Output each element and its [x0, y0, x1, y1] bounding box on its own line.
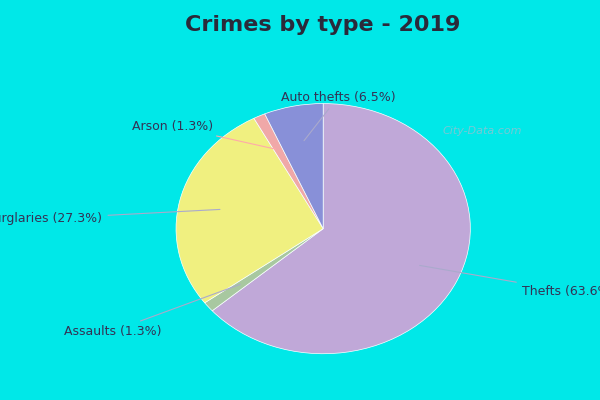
- Wedge shape: [205, 229, 323, 311]
- Wedge shape: [212, 104, 470, 354]
- Wedge shape: [254, 114, 323, 229]
- Wedge shape: [176, 118, 323, 303]
- Text: Assaults (1.3%): Assaults (1.3%): [64, 284, 240, 338]
- Text: Burglaries (27.3%): Burglaries (27.3%): [0, 210, 220, 225]
- Text: Thefts (63.6%): Thefts (63.6%): [419, 266, 600, 298]
- Wedge shape: [265, 104, 323, 229]
- Text: Arson (1.3%): Arson (1.3%): [131, 120, 276, 149]
- Text: Auto thefts (6.5%): Auto thefts (6.5%): [281, 91, 395, 141]
- Title: Crimes by type - 2019: Crimes by type - 2019: [185, 15, 461, 35]
- Text: City-Data.com: City-Data.com: [442, 126, 522, 136]
